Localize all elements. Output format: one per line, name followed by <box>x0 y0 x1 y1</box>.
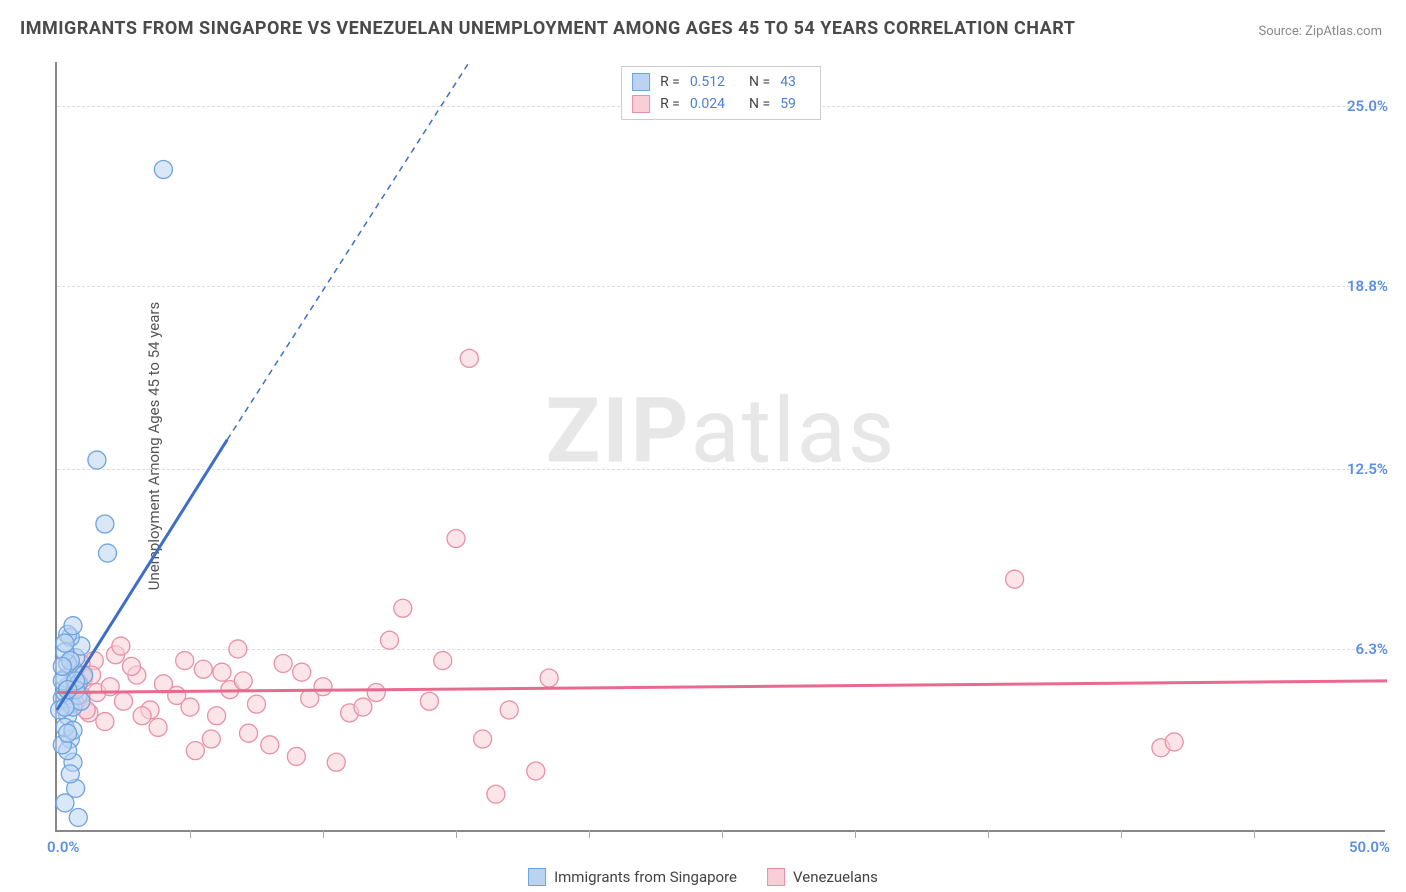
data-point <box>274 654 292 672</box>
data-point <box>53 657 71 675</box>
data-point <box>367 684 385 702</box>
data-point <box>56 634 74 652</box>
x-tick <box>589 830 590 838</box>
r-label: R = <box>660 74 680 90</box>
data-point <box>61 765 79 783</box>
data-point <box>69 808 87 826</box>
chart-title: IMMIGRANTS FROM SINGAPORE VS VENEZUELAN … <box>20 18 1075 39</box>
source-attribution: Source: ZipAtlas.com <box>1258 24 1382 39</box>
data-point <box>176 652 194 670</box>
data-point <box>500 701 518 719</box>
data-point <box>122 657 140 675</box>
n-label: N = <box>749 74 770 90</box>
legend-label-a: Immigrants from Singapore <box>554 868 737 886</box>
data-point <box>381 631 399 649</box>
swatch-series-b <box>632 95 650 113</box>
trend-line <box>57 681 1387 693</box>
legend-row-a: R = 0.512 N = 43 <box>632 71 810 93</box>
legend-item-b: Venezuelans <box>767 868 878 886</box>
data-point <box>293 663 311 681</box>
data-point <box>1006 570 1024 588</box>
data-point <box>96 713 114 731</box>
r-label: R = <box>660 96 680 112</box>
data-point <box>420 692 438 710</box>
data-point <box>64 617 82 635</box>
data-point <box>487 785 505 803</box>
swatch-series-b <box>767 868 785 886</box>
x-tick <box>190 830 191 838</box>
legend-series: Immigrants from Singapore Venezuelans <box>528 868 878 886</box>
data-point <box>314 678 332 696</box>
x-origin-label: 0.0% <box>47 838 79 856</box>
data-point <box>1165 733 1183 751</box>
data-point <box>59 724 77 742</box>
data-point <box>181 698 199 716</box>
data-point <box>234 672 252 690</box>
data-point <box>96 515 114 533</box>
data-point <box>354 698 372 716</box>
swatch-series-a <box>528 868 546 886</box>
legend-row-b: R = 0.024 N = 59 <box>632 93 810 115</box>
data-point <box>133 707 151 725</box>
data-point <box>88 451 106 469</box>
n-label: N = <box>749 96 770 112</box>
n-value-b: 59 <box>780 96 796 112</box>
n-value-a: 43 <box>780 74 796 90</box>
data-point <box>460 349 478 367</box>
data-point <box>112 637 130 655</box>
data-point <box>194 660 212 678</box>
x-tick <box>722 830 723 838</box>
data-point <box>240 724 258 742</box>
data-point <box>287 747 305 765</box>
data-point <box>149 718 167 736</box>
r-value-a: 0.512 <box>690 74 725 90</box>
swatch-series-a <box>632 73 650 91</box>
legend-label-b: Venezuelans <box>793 868 878 886</box>
data-point <box>154 161 172 179</box>
data-point <box>394 599 412 617</box>
x-tick <box>855 830 856 838</box>
r-value-b: 0.024 <box>690 96 725 112</box>
data-point <box>208 707 226 725</box>
data-point <box>527 762 545 780</box>
data-point <box>327 753 345 771</box>
data-point <box>213 663 231 681</box>
x-tick <box>456 830 457 838</box>
data-point <box>261 736 279 754</box>
data-point <box>229 640 247 658</box>
trend-line <box>227 62 469 440</box>
data-point <box>56 794 74 812</box>
data-point <box>434 652 452 670</box>
legend-correlation: R = 0.512 N = 43 R = 0.024 N = 59 <box>621 66 821 120</box>
plot-area: ZIPatlas 6.3%12.5%18.8%25.0% 0.0% 50.0% … <box>55 62 1385 832</box>
x-tick <box>323 830 324 838</box>
data-point <box>540 669 558 687</box>
x-tick <box>1121 830 1122 838</box>
x-max-label: 50.0% <box>1349 838 1390 856</box>
data-point <box>115 692 133 710</box>
x-tick <box>988 830 989 838</box>
data-point <box>99 544 117 562</box>
data-point <box>186 742 204 760</box>
data-point <box>447 530 465 548</box>
legend-item-a: Immigrants from Singapore <box>528 868 737 886</box>
scatter-svg <box>57 62 1385 830</box>
data-point <box>248 695 266 713</box>
x-tick <box>1254 830 1255 838</box>
data-point <box>474 730 492 748</box>
data-point <box>202 730 220 748</box>
